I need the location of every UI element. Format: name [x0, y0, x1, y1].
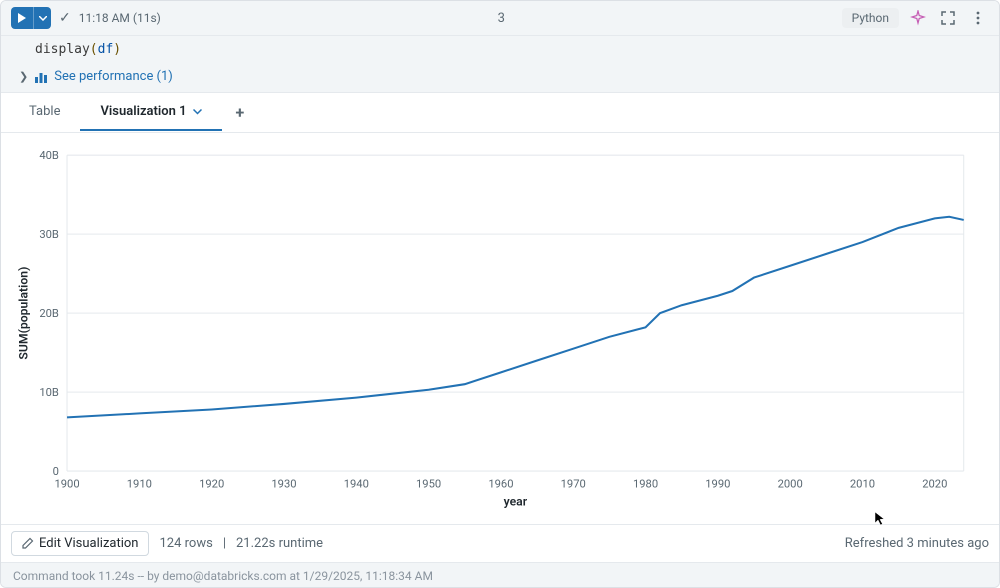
svg-text:2010: 2010 [850, 477, 875, 490]
output-footer: Edit Visualization 124 rows | 21.22s run… [1, 524, 999, 562]
svg-text:1930: 1930 [271, 477, 296, 490]
sparkle-icon [910, 10, 926, 26]
performance-link[interactable]: ❯ See performance (1) [1, 65, 999, 93]
svg-text:40B: 40B [39, 149, 59, 162]
svg-text:1900: 1900 [54, 477, 79, 490]
svg-text:2000: 2000 [778, 477, 803, 490]
assistant-button[interactable] [907, 7, 929, 29]
chevron-right-icon: ❯ [19, 70, 28, 83]
runtime-info: 21.22s runtime [236, 536, 323, 551]
expand-icon [941, 11, 955, 25]
rows-info: 124 rows [159, 536, 212, 551]
run-button[interactable] [11, 7, 33, 29]
svg-text:2020: 2020 [922, 477, 947, 490]
tab-visualization-1[interactable]: Visualization 1 [80, 94, 221, 131]
notebook-cell: ✓ 11:18 AM (11s) 3 Python display(df) ❯ … [0, 0, 1000, 588]
line-chart: 0 10B 20B 30B 40B 1900 1910 1920 1930 1940 1950 196… [11, 143, 979, 514]
chevron-down-icon [193, 109, 202, 115]
refreshed-label: Refreshed 3 minutes ago [845, 536, 989, 551]
chevron-down-icon [39, 16, 47, 21]
expand-button[interactable] [937, 7, 959, 29]
svg-text:1960: 1960 [488, 477, 513, 490]
svg-text:1920: 1920 [199, 477, 224, 490]
kebab-icon [976, 11, 980, 25]
command-footer: Command took 11.24s -- by demo@databrick… [1, 562, 999, 588]
code-fn: display [35, 42, 90, 57]
code-line: display(df) [35, 42, 987, 57]
cell-header: ✓ 11:18 AM (11s) 3 Python [1, 1, 999, 36]
cursor-icon [873, 510, 889, 526]
output-area: Table Visualization 1 + 0 10B 20B 30B 40B 190… [1, 93, 999, 562]
pencil-icon [22, 537, 34, 549]
svg-text:20B: 20B [39, 307, 59, 320]
svg-text:1940: 1940 [344, 477, 369, 490]
svg-text:1980: 1980 [633, 477, 658, 490]
execution-time: 11:18 AM (11s) [79, 11, 161, 25]
output-tabs: Table Visualization 1 + [1, 93, 999, 133]
svg-text:0: 0 [53, 465, 59, 478]
tab-table[interactable]: Table [9, 94, 80, 131]
run-button-group [11, 7, 51, 29]
header-right-group: Python [842, 7, 989, 29]
status-check-icon: ✓ [59, 10, 71, 26]
performance-label: See performance (1) [54, 69, 173, 84]
code-arg: df [98, 42, 114, 57]
language-pill[interactable]: Python [842, 8, 899, 28]
run-dropdown-button[interactable] [33, 7, 51, 29]
chart-container[interactable]: 0 10B 20B 30B 40B 1900 1910 1920 1930 1940 1950 196… [1, 133, 999, 524]
svg-text:SUM(population): SUM(population) [16, 267, 30, 360]
svg-text:year: year [504, 495, 528, 509]
more-button[interactable] [967, 7, 989, 29]
edit-viz-label: Edit Visualization [39, 536, 138, 551]
add-tab-button[interactable]: + [222, 93, 259, 132]
play-icon [17, 13, 27, 23]
bar-chart-icon [34, 71, 48, 83]
svg-text:30B: 30B [39, 228, 59, 241]
cell-index: 3 [169, 11, 834, 26]
svg-text:1950: 1950 [416, 477, 441, 490]
svg-text:1990: 1990 [705, 477, 730, 490]
svg-text:1970: 1970 [561, 477, 586, 490]
svg-text:10B: 10B [39, 386, 59, 399]
edit-visualization-button[interactable]: Edit Visualization [11, 531, 149, 556]
svg-text:1910: 1910 [127, 477, 152, 490]
separator: | [223, 536, 226, 551]
code-editor[interactable]: display(df) [1, 36, 999, 65]
